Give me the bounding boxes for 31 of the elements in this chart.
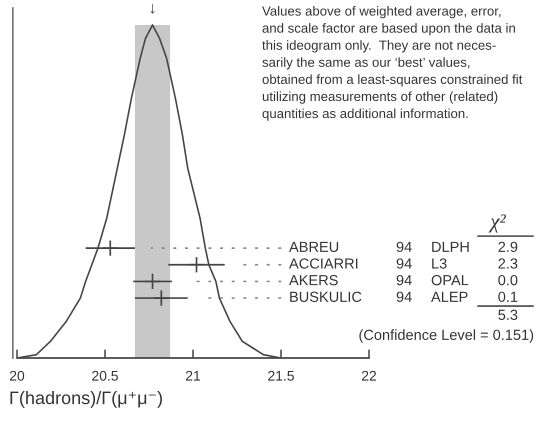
annotation: BUSKULIC [290,292,362,302]
x-tick-label: 21.5 [268,370,294,381]
x-tick-label: 21 [186,370,200,381]
annotation: ABREU [289,242,338,252]
text: 94 [396,292,412,302]
text: OPAL [432,275,468,286]
point [188,256,205,274]
text: 0.1 [498,292,518,302]
x-tick-label: 22 [362,370,376,381]
text: 94 [396,275,412,286]
annotation: (Confidence Level = 0.151) [359,329,534,343]
annotation: ↓ [150,4,154,14]
text: 94 [396,242,412,252]
text: ALEP [431,292,468,302]
annotation: ACCIARRI [289,258,358,269]
annotation: Values above of weighted average, error, and scale factor are based upon the data in this ideogram only. They are not neces- sarily the same as our ‘best’ values, obtained from a least-squares constrained fit utilizing measurements of other (related) quantities as additional information. [262,6,522,121]
text: DLPH [432,242,469,252]
x-tick-label: 20 [10,370,24,381]
point [102,240,119,257]
text: 2.9 [498,242,518,252]
annotation: AKERS [289,275,338,286]
text: 2.3 [498,258,518,269]
point [152,290,170,307]
x-axis-title: Γ(hadrons)/Γ(μ⁺μ⁻) [10,391,162,408]
point [144,272,161,290]
text: 5.3 [498,310,518,320]
text: L3 [432,258,447,269]
text: 0.0 [498,275,518,286]
text: 94 [396,258,412,269]
x-tick-label: 20.5 [92,370,118,381]
text: χ² [488,214,506,233]
